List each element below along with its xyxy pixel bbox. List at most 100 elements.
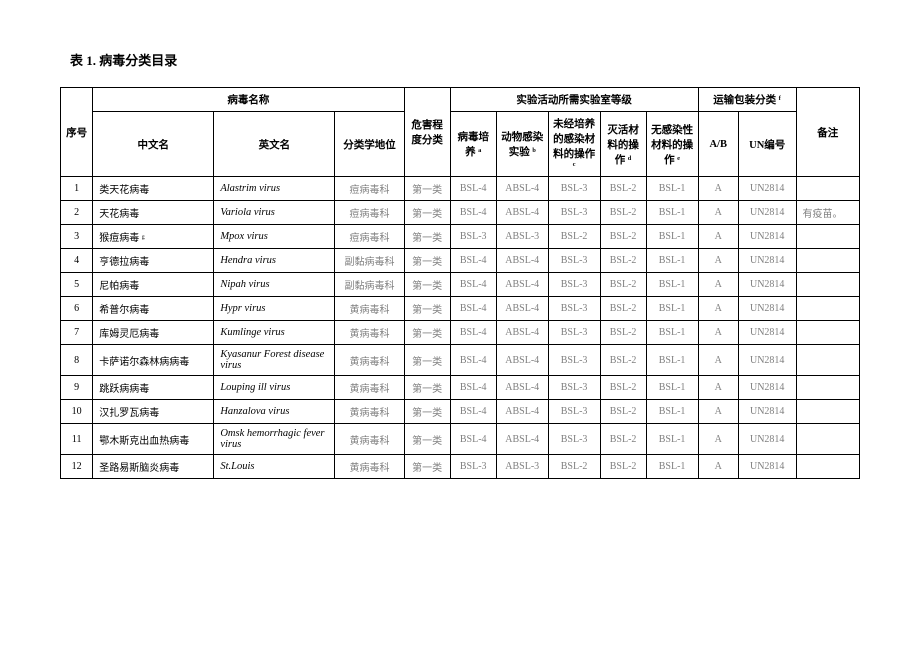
cell-ab: A — [698, 201, 738, 225]
cell-zh: 汉扎罗瓦病毒 — [93, 400, 214, 424]
cell-un: UN2814 — [738, 177, 796, 201]
cell-a2: ABSL-4 — [496, 376, 548, 400]
cell-seq: 10 — [61, 400, 93, 424]
cell-a5: BSL-1 — [646, 455, 698, 479]
cell-un: UN2814 — [738, 225, 796, 249]
cell-a3: BSL-3 — [548, 376, 600, 400]
header-act1: 病毒培养 ᵃ — [450, 112, 496, 177]
cell-a1: BSL-4 — [450, 249, 496, 273]
cell-a2: ABSL-4 — [496, 273, 548, 297]
cell-ab: A — [698, 249, 738, 273]
cell-a2: ABSL-3 — [496, 225, 548, 249]
cell-haz: 第一类 — [404, 201, 450, 225]
cell-zh: 类天花病毒 — [93, 177, 214, 201]
cell-a5: BSL-1 — [646, 321, 698, 345]
cell-a5: BSL-1 — [646, 225, 698, 249]
cell-a5: BSL-1 — [646, 297, 698, 321]
cell-a5: BSL-1 — [646, 249, 698, 273]
table-row: 12圣路易斯脑炎病毒St.Louis黄病毒科第一类BSL-3ABSL-3BSL-… — [61, 455, 860, 479]
cell-tax: 黄病毒科 — [335, 345, 404, 376]
cell-note — [796, 400, 859, 424]
header-name-group: 病毒名称 — [93, 88, 404, 112]
cell-a4: BSL-2 — [600, 400, 646, 424]
table-row: 1类天花病毒Alastrim virus痘病毒科第一类BSL-4ABSL-4BS… — [61, 177, 860, 201]
cell-a1: BSL-4 — [450, 321, 496, 345]
header-en: 英文名 — [214, 112, 335, 177]
table-row: 9跳跃病病毒Louping ill virus黄病毒科第一类BSL-4ABSL-… — [61, 376, 860, 400]
table-body: 1类天花病毒Alastrim virus痘病毒科第一类BSL-4ABSL-4BS… — [61, 177, 860, 479]
cell-a4: BSL-2 — [600, 424, 646, 455]
cell-ab: A — [698, 345, 738, 376]
cell-a1: BSL-4 — [450, 177, 496, 201]
cell-a4: BSL-2 — [600, 376, 646, 400]
cell-a2: ABSL-4 — [496, 400, 548, 424]
cell-a4: BSL-2 — [600, 297, 646, 321]
cell-ab: A — [698, 455, 738, 479]
cell-zh: 希普尔病毒 — [93, 297, 214, 321]
cell-haz: 第一类 — [404, 297, 450, 321]
cell-a2: ABSL-4 — [496, 249, 548, 273]
cell-zh: 卡萨诺尔森林病病毒 — [93, 345, 214, 376]
virus-classification-table: 序号 病毒名称 危害程度分类 实验活动所需实验室等级 运输包装分类 ᶠ 备注 中… — [60, 87, 860, 479]
cell-a1: BSL-4 — [450, 376, 496, 400]
cell-en: Alastrim virus — [214, 177, 335, 201]
table-header: 序号 病毒名称 危害程度分类 实验活动所需实验室等级 运输包装分类 ᶠ 备注 中… — [61, 88, 860, 177]
cell-note — [796, 225, 859, 249]
table-title: 表 1. 病毒分类目录 — [70, 50, 860, 69]
cell-a4: BSL-2 — [600, 345, 646, 376]
cell-un: UN2814 — [738, 321, 796, 345]
cell-un: UN2814 — [738, 455, 796, 479]
cell-ab: A — [698, 177, 738, 201]
header-act5: 无感染性材料的操作 ᵉ — [646, 112, 698, 177]
cell-a3: BSL-3 — [548, 345, 600, 376]
cell-a3: BSL-3 — [548, 273, 600, 297]
cell-a3: BSL-3 — [548, 201, 600, 225]
cell-note — [796, 249, 859, 273]
header-ab: A/B — [698, 112, 738, 177]
cell-a5: BSL-1 — [646, 345, 698, 376]
header-hazard: 危害程度分类 — [404, 88, 450, 177]
cell-a3: BSL-3 — [548, 321, 600, 345]
cell-en: Hypr virus — [214, 297, 335, 321]
cell-a2: ABSL-4 — [496, 177, 548, 201]
table-row: 6希普尔病毒Hypr virus黄病毒科第一类BSL-4ABSL-4BSL-3B… — [61, 297, 860, 321]
cell-a3: BSL-3 — [548, 297, 600, 321]
cell-note — [796, 321, 859, 345]
cell-a2: ABSL-4 — [496, 424, 548, 455]
cell-a1: BSL-4 — [450, 424, 496, 455]
cell-a5: BSL-1 — [646, 424, 698, 455]
cell-a4: BSL-2 — [600, 225, 646, 249]
cell-en: Kyasanur Forest disease virus — [214, 345, 335, 376]
cell-a3: BSL-3 — [548, 400, 600, 424]
cell-haz: 第一类 — [404, 273, 450, 297]
cell-zh: 圣路易斯脑炎病毒 — [93, 455, 214, 479]
cell-note — [796, 424, 859, 455]
cell-tax: 黄病毒科 — [335, 400, 404, 424]
cell-a4: BSL-2 — [600, 249, 646, 273]
table-row: 2天花病毒Variola virus痘病毒科第一类BSL-4ABSL-4BSL-… — [61, 201, 860, 225]
table-row: 10汉扎罗瓦病毒Hanzalova virus黄病毒科第一类BSL-4ABSL-… — [61, 400, 860, 424]
cell-ab: A — [698, 225, 738, 249]
cell-a5: BSL-1 — [646, 177, 698, 201]
cell-zh: 尼帕病毒 — [93, 273, 214, 297]
cell-en: Hendra virus — [214, 249, 335, 273]
cell-en: Nipah virus — [214, 273, 335, 297]
cell-tax: 黄病毒科 — [335, 376, 404, 400]
cell-ab: A — [698, 273, 738, 297]
cell-tax: 痘病毒科 — [335, 201, 404, 225]
cell-a4: BSL-2 — [600, 177, 646, 201]
cell-seq: 8 — [61, 345, 93, 376]
cell-zh: 库姆灵厄病毒 — [93, 321, 214, 345]
cell-ab: A — [698, 297, 738, 321]
header-activity-group: 实验活动所需实验室等级 — [450, 88, 698, 112]
cell-en: Kumlinge virus — [214, 321, 335, 345]
cell-a1: BSL-4 — [450, 297, 496, 321]
cell-note — [796, 345, 859, 376]
cell-seq: 2 — [61, 201, 93, 225]
cell-un: UN2814 — [738, 201, 796, 225]
cell-ab: A — [698, 424, 738, 455]
cell-seq: 5 — [61, 273, 93, 297]
cell-tax: 副黏病毒科 — [335, 249, 404, 273]
cell-seq: 1 — [61, 177, 93, 201]
header-transport-group: 运输包装分类 ᶠ — [698, 88, 796, 112]
